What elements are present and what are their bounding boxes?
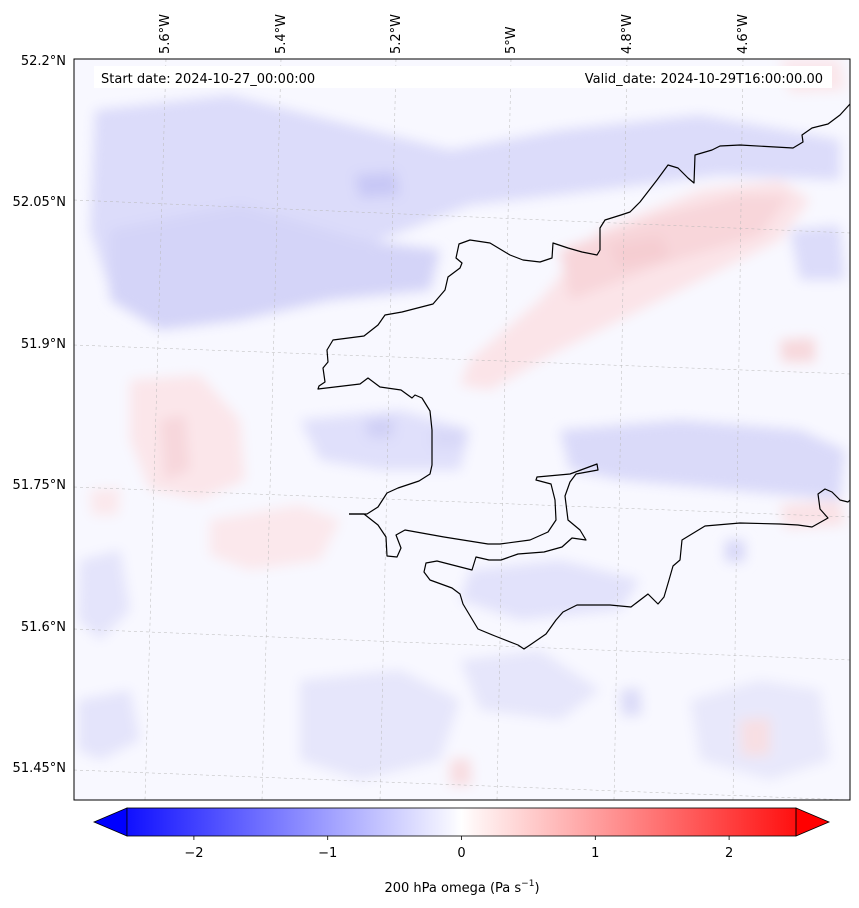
lat-label: 51.45°N — [13, 761, 66, 776]
map-panel: Start date: 2024-10-27_00:00:00 Valid_da… — [73, 58, 851, 801]
colorbar-gradient — [127, 808, 796, 836]
lon-label: 5.6°W — [158, 14, 173, 54]
lat-label: 51.9°N — [21, 337, 66, 352]
colorbar-tick-label: 0 — [457, 846, 465, 861]
omega-field — [74, 59, 850, 800]
colorbar-tick-label: 1 — [591, 846, 599, 861]
colorbar-extend-max — [795, 807, 831, 837]
lon-label: 5°W — [504, 26, 519, 54]
colorbar-label: 200 hPa omega (Pa s−1) — [384, 879, 539, 896]
lon-label: 5.2°W — [389, 14, 404, 54]
valid-date-label: Valid_date: 2024-10-29T16:00:00.00 — [585, 72, 823, 87]
coastline — [317, 103, 850, 650]
omega-anomalies — [78, 60, 845, 786]
latitude-labels: 52.2°N 52.05°N 51.9°N 51.75°N 51.6°N 51.… — [13, 54, 66, 776]
colorbar-ticks: −2 −1 0 1 2 — [184, 836, 733, 861]
lon-label: 4.8°W — [620, 14, 635, 54]
lat-label: 52.2°N — [21, 54, 66, 69]
lat-label: 52.05°N — [13, 195, 66, 210]
longitude-labels: 5.6°W 5.4°W 5.2°W 5°W 4.8°W 4.6°W — [158, 14, 751, 54]
lat-label: 51.75°N — [13, 478, 66, 493]
colorbar-tick-label: −2 — [184, 846, 203, 861]
map-frame — [73, 58, 851, 801]
colorbar-extend-min — [92, 807, 128, 837]
lat-label: 51.6°N — [21, 620, 66, 635]
colorbar: −2 −1 0 1 2 200 hPa omega (Pa s−1) — [92, 807, 831, 896]
lon-label: 5.4°W — [274, 14, 289, 54]
colorbar-tick-label: 2 — [725, 846, 733, 861]
lon-label: 4.6°W — [736, 14, 751, 54]
colorbar-tick-label: −1 — [318, 846, 337, 861]
coastline-north — [317, 103, 850, 515]
header-box — [94, 66, 832, 88]
start-date-label: Start date: 2024-10-27_00:00:00 — [101, 72, 315, 87]
coastline-haven-north — [349, 463, 850, 650]
